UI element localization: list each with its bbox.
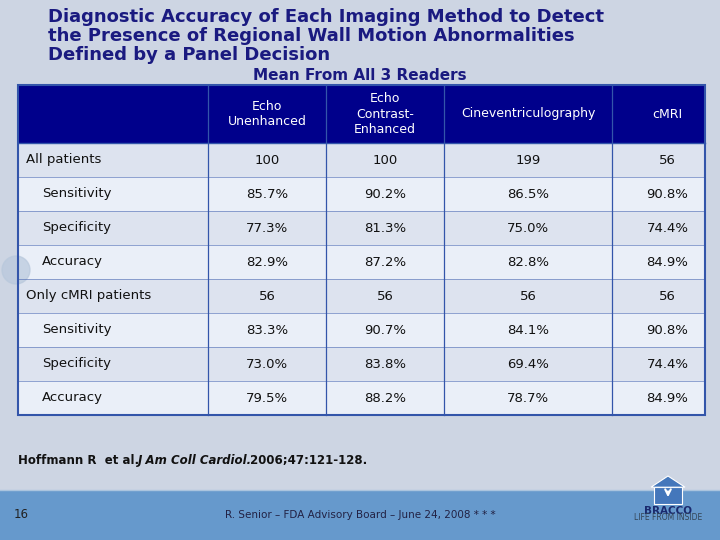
Text: 73.0%: 73.0% [246, 357, 288, 370]
Text: 90.7%: 90.7% [364, 323, 406, 336]
Text: 56: 56 [258, 289, 276, 302]
Text: 56: 56 [520, 289, 536, 302]
Text: 56: 56 [659, 289, 676, 302]
Text: 82.9%: 82.9% [246, 255, 288, 268]
Text: 79.5%: 79.5% [246, 392, 288, 404]
Polygon shape [651, 476, 685, 487]
Text: 88.2%: 88.2% [364, 392, 406, 404]
Text: Only cMRI patients: Only cMRI patients [26, 289, 151, 302]
Bar [18, 313, 705, 347]
Text: 78.7%: 78.7% [507, 392, 549, 404]
Text: 100: 100 [372, 153, 397, 166]
Text: J Am Coll Cardiol.: J Am Coll Cardiol. [138, 454, 252, 467]
Text: 100: 100 [254, 153, 279, 166]
Text: 85.7%: 85.7% [246, 187, 288, 200]
Text: 83.8%: 83.8% [364, 357, 406, 370]
Text: the Presence of Regional Wall Motion Abnormalities: the Presence of Regional Wall Motion Abn… [48, 27, 575, 45]
Text: 56: 56 [659, 153, 676, 166]
Text: 84.1%: 84.1% [507, 323, 549, 336]
Text: 75.0%: 75.0% [507, 221, 549, 234]
Bar [0, 490, 720, 540]
Bar [18, 211, 705, 245]
Bar [18, 347, 705, 381]
Text: Defined by a Panel Decision: Defined by a Panel Decision [48, 46, 330, 64]
Text: 90.2%: 90.2% [364, 187, 406, 200]
Text: Echo
Unenhanced: Echo Unenhanced [228, 100, 307, 128]
Text: Specificity: Specificity [42, 221, 111, 234]
Text: 90.8%: 90.8% [647, 187, 688, 200]
Text: Echo
Contrast-
Enhanced: Echo Contrast- Enhanced [354, 92, 416, 136]
Text: 87.2%: 87.2% [364, 255, 406, 268]
Circle shape [2, 256, 30, 284]
Text: 86.5%: 86.5% [507, 187, 549, 200]
Text: Sensitivity: Sensitivity [42, 323, 112, 336]
Text: 74.4%: 74.4% [647, 357, 688, 370]
Text: All patients: All patients [26, 153, 102, 166]
Bar [18, 279, 705, 313]
Bar [18, 85, 705, 415]
Text: 82.8%: 82.8% [507, 255, 549, 268]
Text: 69.4%: 69.4% [507, 357, 549, 370]
Text: 77.3%: 77.3% [246, 221, 288, 234]
Bar [18, 85, 705, 143]
Text: Specificity: Specificity [42, 357, 111, 370]
Bar [18, 381, 705, 415]
Text: 16: 16 [14, 509, 29, 522]
Text: cMRI: cMRI [652, 107, 683, 120]
Text: 81.3%: 81.3% [364, 221, 406, 234]
Text: 74.4%: 74.4% [647, 221, 688, 234]
Text: Accuracy: Accuracy [42, 255, 103, 268]
Text: 84.9%: 84.9% [647, 255, 688, 268]
Text: 84.9%: 84.9% [647, 392, 688, 404]
Bar [18, 245, 705, 279]
Text: 2006;47:121-128.: 2006;47:121-128. [246, 454, 367, 467]
Text: 83.3%: 83.3% [246, 323, 288, 336]
Text: Hoffmann R  et al.: Hoffmann R et al. [18, 454, 143, 467]
Text: BRACCO: BRACCO [644, 506, 692, 516]
Text: LIFE FROM INSIDE: LIFE FROM INSIDE [634, 514, 702, 523]
Text: Accuracy: Accuracy [42, 392, 103, 404]
Bar [18, 177, 705, 211]
Text: Mean From All 3 Readers: Mean From All 3 Readers [253, 68, 467, 83]
Text: 56: 56 [377, 289, 393, 302]
Text: Cineventriculography: Cineventriculography [461, 107, 595, 120]
Text: 90.8%: 90.8% [647, 323, 688, 336]
Text: 199: 199 [516, 153, 541, 166]
Text: Sensitivity: Sensitivity [42, 187, 112, 200]
Text: Diagnostic Accuracy of Each Imaging Method to Detect: Diagnostic Accuracy of Each Imaging Meth… [48, 8, 604, 26]
Bar [18, 143, 705, 177]
Bar [654, 487, 682, 504]
Text: R. Senior – FDA Advisory Board – June 24, 2008 * * *: R. Senior – FDA Advisory Board – June 24… [225, 510, 495, 520]
